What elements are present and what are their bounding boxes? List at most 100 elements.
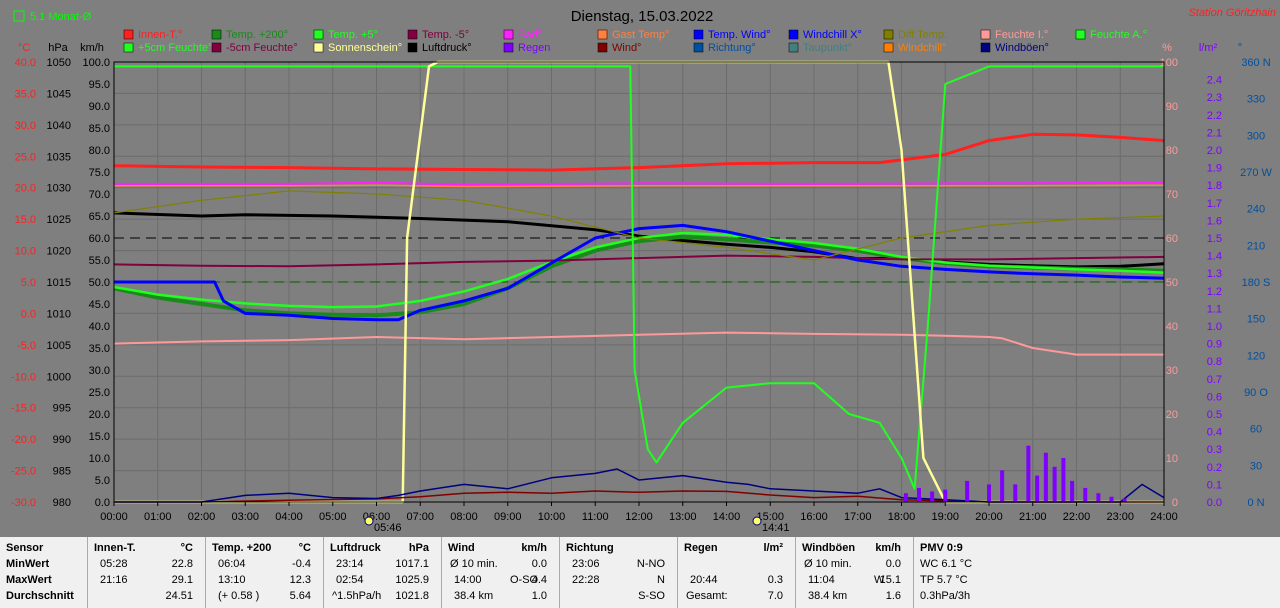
dir-tick-label: 120 — [1247, 350, 1265, 362]
unit-percent: % — [1162, 42, 1172, 54]
kmh-tick-label: 70.0 — [89, 189, 110, 201]
legend-swatch-bad — [503, 29, 514, 40]
innen-max-val: 29.1 — [171, 574, 193, 586]
temp-tick-label: 30.0 — [15, 120, 36, 132]
legend-label-luftdruck: Luftdruck° — [422, 42, 472, 54]
series-gast-temp — [114, 184, 1165, 188]
legend-label-taupunkt: Taupunkt° — [803, 42, 852, 54]
innen-avg-val: 24.51 — [165, 590, 193, 602]
legend-swatch-windchill-x — [788, 29, 799, 40]
series-regen-bar — [1013, 484, 1018, 502]
x-tick-label: 13:00 — [669, 511, 697, 523]
rain-tick-label: 2.1 — [1207, 127, 1222, 139]
legend-label-richtung: Richtung° — [708, 42, 756, 54]
unit-celsius: °C — [18, 42, 30, 54]
sunset-marker: 14:41 — [752, 516, 790, 534]
unit-kmh: km/h — [80, 42, 104, 54]
x-tick-label: 02:00 — [188, 511, 216, 523]
kmh-tick-label: 65.0 — [89, 211, 110, 223]
regen-max-time: 20:44 — [690, 574, 718, 586]
dir-tick-label: 300 — [1247, 130, 1265, 142]
dir-tick-label: 240 — [1247, 204, 1265, 216]
legend-label-5cm-feuchte: -5cm Feuchte° — [226, 42, 298, 54]
x-tick-label: 22:00 — [1063, 511, 1091, 523]
rain-tick-label: 2.2 — [1207, 110, 1222, 122]
hpa-tick-label: 1035 — [47, 151, 71, 163]
hpa-tick-label: 1000 — [47, 371, 71, 383]
temp-tick-label: 5.0 — [21, 277, 36, 289]
legend-label-wind: Wind° — [612, 42, 641, 54]
dir-tick-label: 330 — [1247, 94, 1265, 106]
summary-col-windboeen: Windböen km/h Ø 10 min. 0.0 11:04 W 15.1 38.… — [796, 537, 914, 608]
kmh-tick-label: 45.0 — [89, 299, 110, 311]
windboeen-title: Windböen — [802, 542, 856, 554]
series-regen-bar — [987, 484, 991, 502]
richtung-max-time: 22:28 — [572, 574, 600, 586]
series-regen-bar — [1096, 493, 1101, 502]
temp-tick-label: -5.0 — [17, 340, 36, 352]
temp-tick-label: -25.0 — [11, 466, 36, 478]
chart-series — [113, 60, 1165, 504]
series-regen-bar — [917, 487, 921, 502]
sunset-time: 14:41 — [762, 522, 790, 534]
rain-tick-label: 0.6 — [1207, 391, 1222, 403]
legend-label-innen-t: Innen-T.° — [138, 29, 182, 41]
unit-hpa: hPa — [48, 42, 68, 54]
kmh-tick-label: 55.0 — [89, 255, 110, 267]
series-regen-bar — [965, 480, 970, 502]
sunrise-time: 05:46 — [374, 522, 402, 534]
pct-tick-label: 10 — [1166, 453, 1178, 465]
sunrise-icon — [364, 516, 374, 526]
temp200-title: Temp. +200 — [212, 542, 272, 554]
legend-swatch-temp-5 — [313, 29, 324, 40]
series-bad — [114, 181, 1165, 186]
wind-max-time: 14:00 — [454, 574, 482, 586]
x-tick-label: 17:00 — [844, 511, 872, 523]
x-tick-label: 24:00 — [1150, 511, 1178, 523]
x-tick-label: 23:00 — [1106, 511, 1134, 523]
hpa-tick-label: 995 — [53, 403, 71, 415]
kmh-tick-label: 30.0 — [89, 365, 110, 377]
monthly-avg-checkbox[interactable] — [13, 10, 25, 22]
temp-tick-label: 0.0 — [21, 308, 36, 320]
kmh-tick-label: 0.0 — [95, 497, 110, 509]
pct-tick-label: 80 — [1166, 145, 1178, 157]
rain-tick-label: 1.8 — [1207, 180, 1222, 192]
rain-tick-label: 2.0 — [1207, 145, 1222, 157]
innen-unit: °C — [180, 542, 193, 554]
windboeen-max-val: 15.1 — [879, 574, 901, 586]
legend-label-regen: Regen — [518, 42, 550, 54]
summary-sensor-title: Sensor — [6, 542, 44, 554]
richtung-avg-val: S-SO — [638, 590, 665, 602]
kmh-tick-label: 25.0 — [89, 387, 110, 399]
series-regen-bar — [1035, 475, 1040, 502]
rain-tick-label: 0.0 — [1207, 497, 1222, 509]
chart-legend: Innen-T.° Temp. +200° Temp. +5° Temp. -5° Ba… — [123, 29, 1147, 54]
series-temp-5 — [113, 254, 1165, 268]
legend-swatch-feuchte-a — [1075, 29, 1086, 40]
legend-label-gast-temp: Gast Temp° — [612, 29, 669, 41]
legend-swatch-wind — [597, 42, 608, 53]
wind-avg-val: 1.0 — [531, 590, 547, 602]
pmv-rate: 0.3hPa/3h — [920, 590, 971, 602]
series-regen-bar — [1061, 458, 1066, 502]
luftdruck-min-time: 23:14 — [336, 558, 364, 570]
wind-max-val: 4.4 — [531, 574, 547, 586]
dir-tick-label: 180 S — [1242, 277, 1271, 289]
kmh-tick-label: 15.0 — [89, 431, 110, 443]
temp200-avg-val: 5.64 — [289, 590, 311, 602]
x-tick-label: 05:00 — [319, 511, 347, 523]
innen-min-time: 05:28 — [100, 558, 128, 570]
series-diff-temp — [113, 190, 1165, 261]
x-tick-label: 15:00 — [756, 511, 784, 523]
temp200-min-time: 06:04 — [218, 558, 246, 570]
summary-col-innen: Innen-T. °C 05:28 22.8 21:16 29.1 24.51 — [88, 537, 206, 608]
kmh-tick-label: 20.0 — [89, 409, 110, 421]
temp-tick-label: 15.0 — [15, 214, 36, 226]
dir-tick-label: 60 — [1250, 424, 1262, 436]
temp-tick-label: 20.0 — [15, 183, 36, 195]
temp-tick-label: 10.0 — [15, 246, 36, 258]
windboeen-unit: km/h — [875, 542, 901, 554]
series-feuchte-i — [113, 331, 1164, 356]
pct-tick-label: 20 — [1166, 409, 1178, 421]
